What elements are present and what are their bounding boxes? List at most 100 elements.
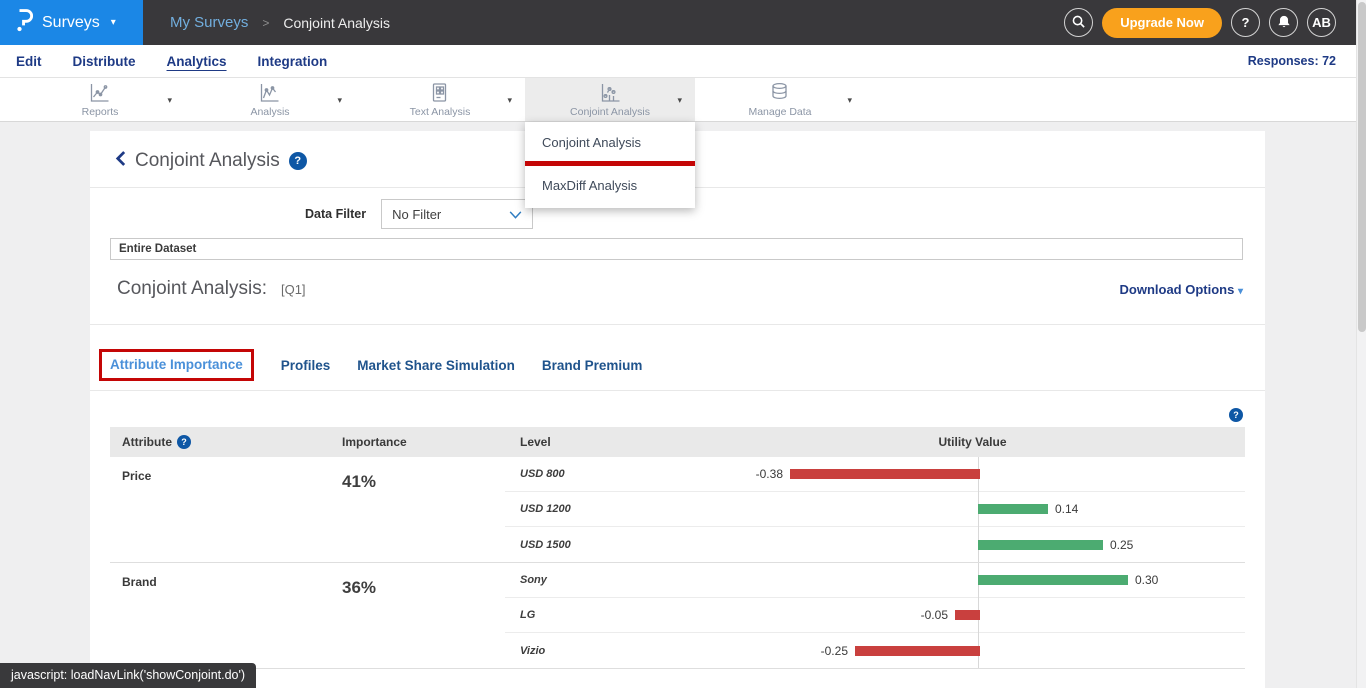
breadcrumb-separator-icon: > bbox=[262, 15, 270, 30]
table-row-price: Price 41% USD 800 -0.38 USD 1200 bbox=[110, 457, 1245, 563]
scrollbar-thumb[interactable] bbox=[1358, 2, 1366, 332]
brand-menu[interactable]: Surveys ▾ bbox=[0, 0, 143, 45]
utility-value-label: -0.25 bbox=[820, 643, 848, 658]
utility-bar-zone: -0.05 bbox=[700, 598, 1245, 632]
level-row: LG -0.05 bbox=[505, 598, 1245, 633]
toolbar-item-reports[interactable]: Reports ▾ bbox=[15, 78, 185, 121]
utility-value-label: -0.05 bbox=[920, 608, 948, 622]
status-link-tooltip: javascript: loadNavLink('showConjoint.do… bbox=[0, 663, 257, 688]
toolbar-label: Text Analysis bbox=[409, 106, 471, 118]
chevron-down-icon[interactable]: ▾ bbox=[507, 95, 512, 105]
brand-logo-icon bbox=[15, 7, 34, 38]
tab-market-share-simulation[interactable]: Market Share Simulation bbox=[357, 357, 515, 373]
utility-bar-group: -0.25 bbox=[821, 644, 980, 658]
analytics-toolbar: Reports ▾ Analysis ▾ Text Analysis ▾ Con… bbox=[0, 78, 1366, 122]
level-chart-area: Sony 0.30 LG -0.05 bbox=[505, 563, 1245, 668]
notifications-button[interactable] bbox=[1269, 8, 1298, 37]
level-name: USD 1500 bbox=[520, 538, 571, 551]
line-chart-icon bbox=[257, 81, 282, 105]
data-filter-label: Data Filter bbox=[305, 207, 367, 221]
column-header-label: Utility Value bbox=[938, 435, 1007, 449]
tab-profiles[interactable]: Profiles bbox=[280, 357, 331, 373]
breadcrumb-my-surveys[interactable]: My Surveys bbox=[170, 14, 249, 31]
utility-bar bbox=[955, 610, 980, 620]
utility-bar-group: -0.05 bbox=[921, 608, 980, 622]
search-button[interactable] bbox=[1064, 8, 1094, 37]
chevron-down-icon[interactable]: ▾ bbox=[847, 95, 852, 105]
database-icon bbox=[767, 81, 792, 105]
download-options-link[interactable]: Download Options ▾ bbox=[1120, 282, 1243, 297]
toolbar-item-analysis[interactable]: Analysis ▾ bbox=[185, 78, 355, 121]
upgrade-now-button[interactable]: Upgrade Now bbox=[1102, 7, 1222, 38]
chevron-down-icon[interactable]: ▾ bbox=[167, 95, 172, 105]
toolbar-item-manage-data[interactable]: Manage Data ▾ bbox=[695, 78, 865, 121]
toolbar-item-conjoint-analysis[interactable]: Conjoint Analysis ▾ bbox=[525, 78, 695, 121]
vertical-scrollbar[interactable] bbox=[1356, 0, 1366, 688]
avatar[interactable]: AB bbox=[1307, 8, 1336, 37]
subnav-item-analytics[interactable]: Analytics bbox=[166, 53, 227, 69]
subnav-item-distribute[interactable]: Distribute bbox=[72, 53, 136, 69]
top-bar: Surveys ▾ My Surveys > Conjoint Analysis… bbox=[0, 0, 1366, 45]
notifications-bell-icon bbox=[1277, 14, 1291, 32]
utility-bar-group: 0.14 bbox=[978, 502, 1078, 516]
chevron-down-icon bbox=[509, 207, 522, 222]
divider bbox=[90, 390, 1265, 391]
data-filter-value: No Filter bbox=[392, 206, 442, 222]
brand-caret-icon: ▾ bbox=[110, 17, 116, 28]
toolbar-item-text-analysis[interactable]: Text Analysis ▾ bbox=[355, 78, 525, 121]
subnav-item-edit[interactable]: Edit bbox=[16, 53, 42, 69]
menu-item-maxdiff-analysis[interactable]: MaxDiff Analysis bbox=[542, 178, 638, 193]
question-reference: [Q1] bbox=[280, 282, 306, 297]
back-chevron-icon[interactable] bbox=[115, 150, 126, 172]
annotation-red-underline bbox=[525, 161, 695, 166]
attribute-name: Brand bbox=[122, 575, 157, 589]
column-header-attribute: Attribute ? bbox=[110, 435, 330, 449]
level-row: Vizio -0.25 bbox=[505, 633, 1245, 668]
conjoint-dropdown-menu: Conjoint Analysis MaxDiff Analysis bbox=[525, 122, 695, 208]
column-header-label: Level bbox=[520, 435, 551, 449]
utility-bar bbox=[978, 575, 1128, 585]
chevron-down-icon[interactable]: ▾ bbox=[677, 95, 682, 105]
table-help-icon[interactable]: ? bbox=[1229, 408, 1243, 422]
importance-value: 36% bbox=[342, 578, 377, 597]
utility-bar bbox=[978, 539, 1103, 550]
subnav-item-integration[interactable]: Integration bbox=[257, 53, 328, 69]
scatter-chart-icon bbox=[598, 81, 623, 105]
level-name: LG bbox=[520, 609, 536, 621]
line-chart-icon bbox=[87, 81, 112, 105]
utility-bar-group: -0.38 bbox=[756, 467, 980, 481]
utility-bar-group: 0.30 bbox=[978, 573, 1158, 587]
table-header-row: Attribute ? Importance Level Utility Val… bbox=[110, 427, 1245, 457]
attribute-help-icon[interactable]: ? bbox=[177, 435, 191, 449]
breadcrumb: My Surveys > Conjoint Analysis bbox=[170, 14, 390, 31]
page-help-icon[interactable]: ? bbox=[288, 152, 307, 170]
column-header-label: Importance bbox=[342, 435, 407, 449]
toolbar-label: Reports bbox=[81, 106, 119, 118]
avatar-initials: AB bbox=[1312, 15, 1331, 30]
toolbar-label: Analysis bbox=[250, 106, 290, 118]
column-header-importance: Importance bbox=[330, 435, 505, 449]
toolbar-label: Conjoint Analysis bbox=[570, 106, 650, 118]
data-filter-select[interactable]: No Filter bbox=[381, 199, 534, 229]
level-row: USD 1200 0.14 bbox=[505, 492, 1245, 527]
level-name: USD 1200 bbox=[520, 503, 571, 515]
attribute-importance-table: Attribute ? Importance Level Utility Val… bbox=[110, 427, 1245, 669]
tab-brand-premium[interactable]: Brand Premium bbox=[541, 357, 643, 373]
dataset-field[interactable] bbox=[110, 238, 1243, 260]
utility-value-label: -0.38 bbox=[755, 467, 783, 481]
menu-item-conjoint-analysis[interactable]: Conjoint Analysis bbox=[542, 135, 641, 150]
utility-bar-zone: 0.25 bbox=[700, 527, 1245, 562]
utility-value-label: 0.25 bbox=[1110, 537, 1134, 552]
tab-attribute-importance[interactable]: Attribute Importance bbox=[110, 357, 243, 372]
column-header-label: Attribute bbox=[122, 435, 172, 449]
level-row: Sony 0.30 bbox=[505, 563, 1245, 598]
importance-value: 41% bbox=[342, 472, 377, 491]
help-button[interactable]: ? bbox=[1231, 8, 1260, 37]
level-name: Sony bbox=[520, 574, 547, 586]
utility-bar-zone: -0.38 bbox=[700, 457, 1245, 491]
section-title: Conjoint Analysis: bbox=[117, 278, 267, 299]
level-row: USD 1500 0.25 bbox=[505, 527, 1245, 562]
chevron-down-icon[interactable]: ▾ bbox=[337, 95, 342, 105]
level-chart-area: USD 800 -0.38 USD 1200 0.14 bbox=[505, 457, 1245, 562]
document-grid-icon bbox=[427, 81, 452, 105]
